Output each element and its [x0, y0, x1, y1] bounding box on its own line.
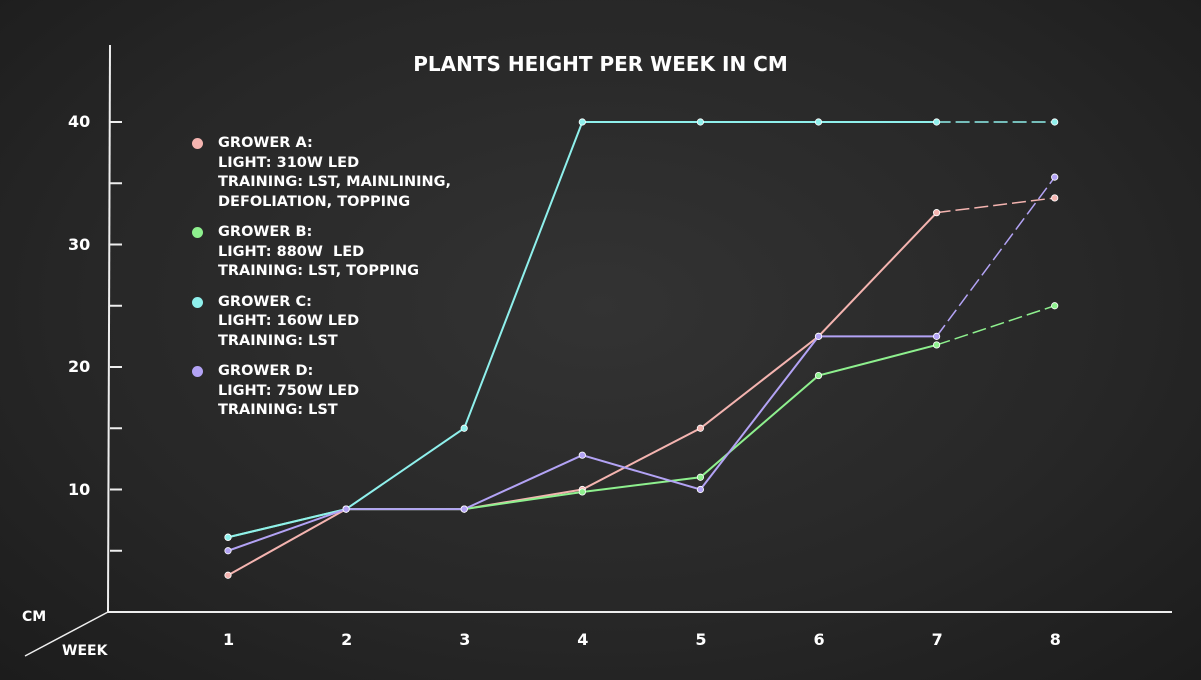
x-tick-label: 3 [459, 630, 471, 649]
legend-detail: TRAINING: LST [218, 332, 338, 349]
data-point [1051, 173, 1059, 181]
series-line-segment [936, 197, 1055, 214]
axis-corner-line [24, 611, 109, 657]
data-point [814, 371, 823, 380]
data-point [696, 485, 705, 494]
legend-detail: TRAINING: LST, TOPPING [218, 263, 420, 279]
x-tick-label: 5 [695, 630, 707, 649]
y-axis-label: CM [22, 609, 47, 625]
data-point [932, 341, 941, 349]
data-point [578, 118, 586, 126]
data-point [224, 571, 232, 579]
data-point [696, 473, 705, 481]
legend-detail: LIGHT: 750W LED [218, 382, 360, 399]
data-point [460, 505, 468, 513]
y-tick-label: 20 [68, 357, 91, 376]
legend-detail: LIGHT: 310W LED [218, 154, 360, 171]
data-point [1051, 302, 1059, 310]
x-tick-label: 1 [223, 630, 235, 649]
data-point [224, 547, 232, 555]
data-point [1051, 194, 1059, 202]
legend-item: GROWER A: LIGHT: 310W LED TRAINING: LST, M… [192, 134, 451, 212]
data-point [932, 118, 941, 126]
data-point [224, 533, 232, 541]
y-axis [107, 44, 111, 613]
legend-series-name: GROWER D: [218, 363, 314, 379]
data-point [578, 451, 586, 459]
data-point [696, 424, 705, 432]
x-tick-label: 7 [931, 630, 943, 649]
legend-dot-icon [192, 366, 203, 377]
data-point [342, 505, 350, 513]
legend-item: GROWER C: LIGHT: 160W LED TRAINING: LST [192, 293, 451, 352]
data-point [578, 488, 586, 496]
y-tick-label: 30 [68, 234, 91, 254]
legend-series-name: GROWER A: [218, 135, 313, 151]
legend-detail: LIGHT: 880W LED [218, 243, 365, 260]
legend-detail: LIGHT: 160W LED [218, 313, 360, 329]
data-point [932, 332, 941, 340]
legend-item: GROWER B: LIGHT: 880W LED TRAINING: LST, T… [192, 223, 451, 282]
chart-title: PLANTS HEIGHT PER WEEK IN CM [413, 52, 788, 76]
data-point [460, 424, 468, 432]
x-tick-label: 2 [341, 630, 353, 649]
series-line-segment [936, 305, 1055, 346]
legend-series-name: GROWER B: [218, 224, 313, 240]
data-point [1051, 118, 1059, 126]
data-point [814, 332, 823, 340]
y-tick-label: 10 [68, 479, 91, 499]
legend: GROWER A: LIGHT: 310W LED TRAINING: LST, M… [192, 134, 451, 432]
legend-item: GROWER D: LIGHT: 750W LED TRAINING: LST [192, 362, 451, 421]
x-axis-label: WEEK [62, 643, 108, 659]
legend-series-name: GROWER C: [218, 293, 312, 310]
legend-detail: DEFOLIATION, TOPPING [218, 193, 411, 210]
legend-detail: TRAINING: LST, MAINLINING, [218, 174, 452, 190]
legend-dot-icon [192, 296, 203, 308]
legend-detail: TRAINING: LST [218, 402, 338, 418]
x-tick-label: 8 [1049, 630, 1061, 649]
y-tick-label: 40 [68, 112, 91, 131]
data-point [696, 118, 705, 126]
series-line-segment [935, 176, 1056, 337]
x-tick-label: 4 [577, 630, 589, 649]
x-tick-label: 6 [813, 630, 825, 649]
data-point [814, 118, 823, 126]
data-point [932, 209, 941, 217]
legend-dot-icon [192, 227, 203, 238]
legend-dot-icon [192, 138, 203, 149]
